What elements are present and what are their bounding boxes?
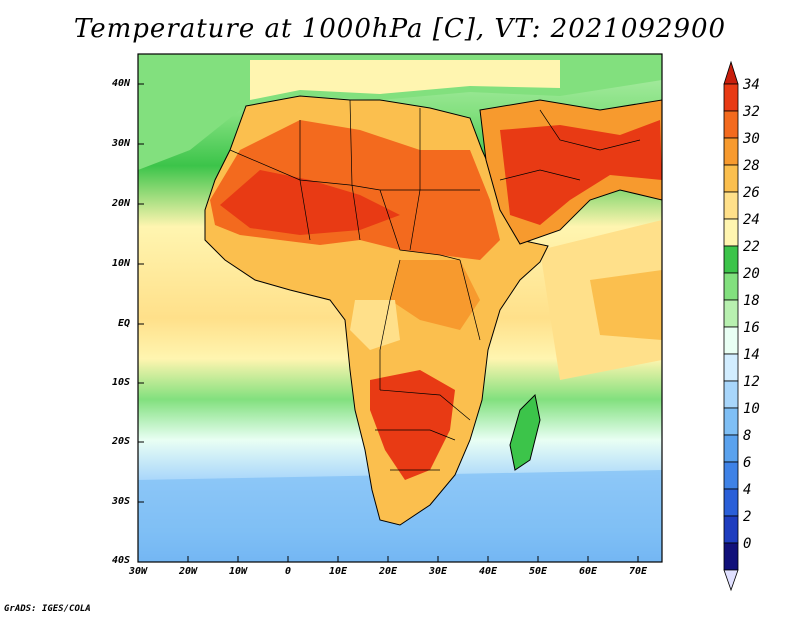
lat-label-10n: 10N	[111, 258, 130, 269]
lon-label-70e: 70E	[628, 566, 648, 577]
colorbar-swatch	[723, 83, 739, 112]
colorbar-label-34: 34	[743, 77, 760, 93]
southern-africa-hot	[370, 370, 455, 480]
map-title: Temperature at 1000hPa [C], VT: 20210929…	[73, 14, 727, 44]
colorbar-label-10: 10	[743, 401, 760, 417]
colorbar-label-20: 20	[743, 266, 760, 282]
colorbar-swatch	[723, 488, 739, 517]
colorbar-label-2: 2	[743, 509, 752, 525]
colorbar-label-26: 26	[743, 185, 760, 201]
colorbar-swatch	[723, 515, 739, 544]
country-borders	[229, 99, 641, 471]
indian-ocean-warmer	[590, 270, 662, 340]
sahel-hottest	[220, 170, 400, 235]
colorbar-label-32: 32	[743, 104, 760, 120]
lon-label-0: 0	[284, 566, 292, 577]
lon-label-50e: 50E	[528, 566, 548, 577]
lon-label-60e: 60E	[578, 566, 598, 577]
colorbar	[723, 60, 739, 592]
arabia-hottest	[500, 120, 662, 225]
colorbar-swatch	[723, 434, 739, 463]
colorbar-overflow-bottom	[723, 569, 739, 592]
central-africa-warm	[390, 260, 480, 330]
madagascar	[509, 393, 541, 471]
lat-label-40s: 40S	[111, 555, 130, 566]
map-frame	[137, 53, 663, 563]
colorbar-label-18: 18	[743, 293, 760, 309]
colorbar-swatch	[723, 326, 739, 355]
colorbar-swatch	[723, 461, 739, 490]
colorbar-label-6: 6	[743, 455, 752, 471]
graticule-ticks	[138, 83, 639, 562]
lon-label-20w: 20W	[178, 566, 198, 577]
colorbar-swatch	[723, 110, 739, 139]
colorbar-label-30: 30	[743, 131, 760, 147]
colorbar-swatch	[723, 137, 739, 166]
colorbar-label-14: 14	[743, 347, 760, 363]
colorbar-label-12: 12	[743, 374, 760, 390]
lon-label-30w: 30W	[128, 566, 148, 577]
colorbar-swatch	[723, 407, 739, 436]
lon-label-20e: 20E	[378, 566, 398, 577]
colorbar-swatch	[723, 542, 739, 571]
colorbar-label-0: 0	[743, 536, 752, 552]
lat-label-eq: EQ	[117, 318, 130, 329]
lon-label-40e: 40E	[478, 566, 498, 577]
lon-label-10e: 10E	[328, 566, 348, 577]
colorbar-swatch	[723, 218, 739, 247]
lat-label-20s: 20S	[111, 436, 130, 447]
colorbar-label-4: 4	[743, 482, 752, 498]
colorbar-label-8: 8	[743, 428, 752, 444]
lat-label-30n: 30N	[111, 138, 130, 149]
colorbar-label-24: 24	[743, 212, 760, 228]
lat-label-10s: 10S	[111, 377, 130, 388]
mediterranean-zone	[250, 60, 560, 100]
grads-credit: GrADS: IGES/COLA	[4, 604, 91, 614]
colorbar-swatch	[723, 164, 739, 193]
colorbar-swatch	[723, 353, 739, 382]
lat-label-30s: 30S	[111, 496, 130, 507]
colorbar-label-28: 28	[743, 158, 760, 174]
colorbar-overflow-top	[723, 60, 739, 85]
colorbar-swatch	[723, 245, 739, 274]
colorbar-swatch	[723, 272, 739, 301]
colorbar-label-22: 22	[743, 239, 760, 255]
lon-label-30e: 30E	[428, 566, 448, 577]
colorbar-swatch	[723, 380, 739, 409]
colorbar-swatch	[723, 191, 739, 220]
lon-label-10w: 10W	[228, 566, 248, 577]
map-field	[138, 54, 662, 562]
lat-label-20n: 20N	[111, 198, 130, 209]
lat-label-40n: 40N	[111, 78, 130, 89]
colorbar-label-16: 16	[743, 320, 760, 336]
colorbar-swatch	[723, 299, 739, 328]
